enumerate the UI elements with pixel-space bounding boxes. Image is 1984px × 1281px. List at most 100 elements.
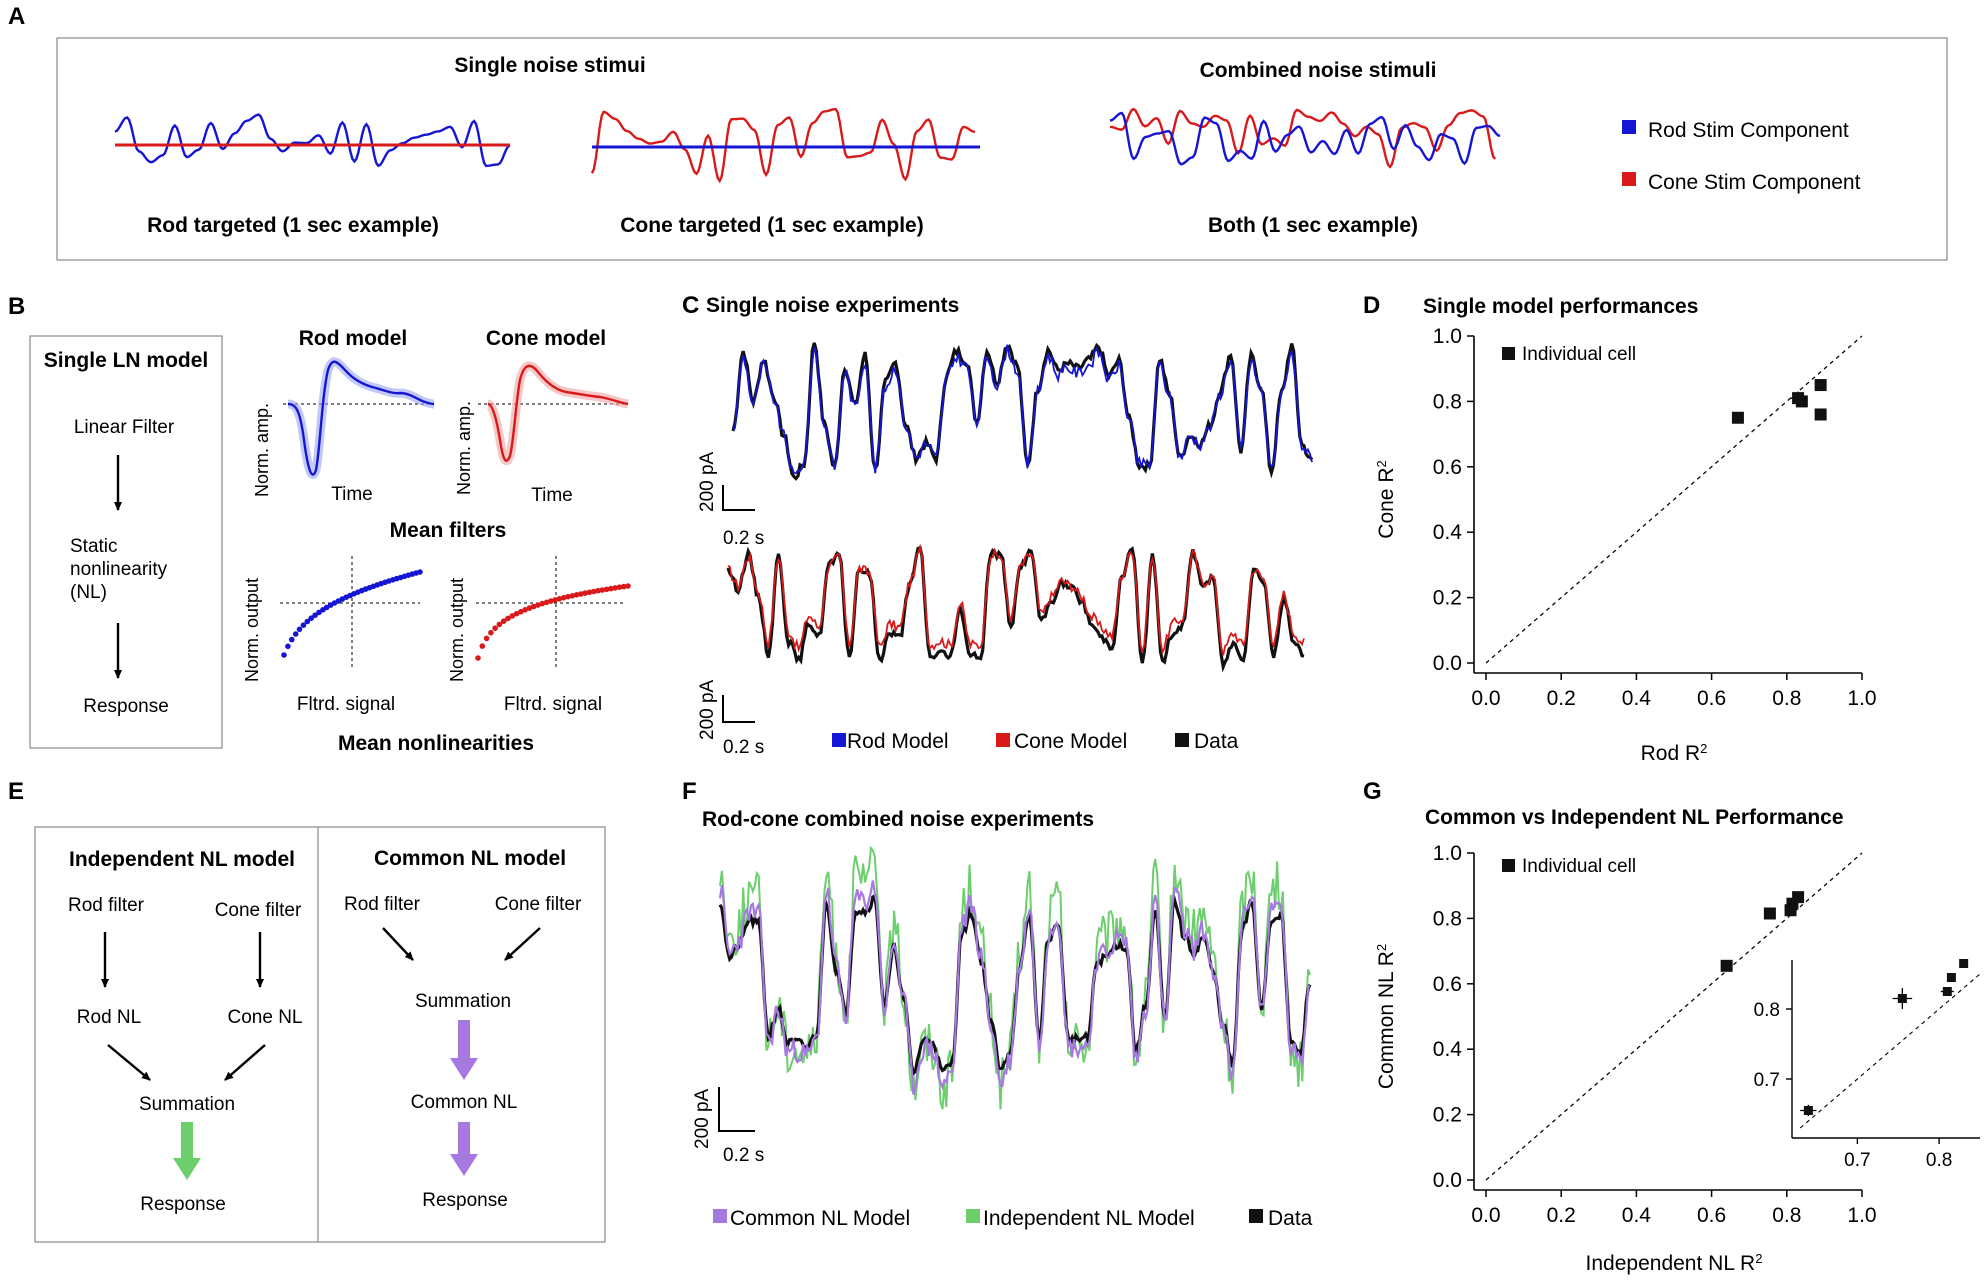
rod-stim-trace [114,113,511,168]
cone-nl-dot [612,585,618,591]
rod-scale-bar: 200 pA 0.2 s [697,451,764,549]
legend-cone-swatch [1622,172,1636,186]
both-stimulus [1109,107,1501,169]
rod-nl-dot [285,643,291,650]
cone-stim-trace [590,107,976,184]
cone-nl-dot [505,615,511,622]
panel-d-y-label-sup: 2 [1374,460,1389,467]
cone-norm-amp-label: Norm. amp. [454,401,474,495]
response-label: Response [83,696,169,717]
panel-g-y-label-sup: 2 [1374,944,1389,951]
panel-g-y-tick-label: 0.0 [1433,1169,1462,1192]
panel-g-chart: Common vs Independent NL Performance 0.0 0… [1374,806,1981,1275]
panel-d-point [1814,379,1827,392]
combined-data-trace [718,893,1312,1077]
independent-nl-trace [719,845,1311,1110]
com-common-nl: Common NL [411,1092,518,1113]
combined-scale-lines [718,1087,755,1132]
com-cone-filter: Cone filter [495,894,582,915]
ind-rod-nl: Rod NL [77,1007,141,1028]
panel-d-y-label: Cone R2 [1374,460,1399,538]
rod-scale-amp: 200 pA [697,451,718,512]
cone-nl-dot [625,583,631,589]
both-caption: Both (1 sec example) [1208,214,1418,237]
cone-nl-dot [552,597,558,603]
cone-nl-dot [586,589,593,596]
legend-common-swatch [713,1209,727,1223]
cone-nl-dot [560,594,567,601]
cone-nl-dot [483,635,490,642]
panel-label-d: D [1363,292,1380,319]
combined-scale-amp: 200 pA [692,1088,713,1149]
cone-nl-dot [578,591,584,597]
mean-nonlinearities-title: Mean nonlinearities [338,732,534,755]
ind-cone-nl: Cone NL [228,1007,303,1028]
panel-g-y-tick-label: 0.6 [1433,973,1462,996]
panel-g-x-tick-label: 1.0 [1847,1204,1876,1227]
cone-nl-dot [513,610,520,617]
rod-nl-dot [292,631,299,637]
com-purple-arrow-2 [450,1122,478,1176]
panel-label-g: G [1363,778,1382,805]
panel-g-x-tick-label: 0.8 [1772,1204,1801,1227]
rod-scale-lines [722,485,755,511]
panel-label-b: B [8,293,25,320]
rod-scale-time: 0.2 s [723,528,764,549]
rod-norm-output-label: Norm. output [242,578,262,682]
rod-nl-dot [304,618,311,625]
both-rod-trace [1109,111,1501,166]
panel-label-f: F [682,778,697,805]
panel-d-x-tick-label: 1.0 [1847,687,1876,710]
legend-rod-model: Rod Model [847,730,949,753]
cone-nl-dot [543,599,550,606]
combined-scale-time: 0.2 s [723,1145,764,1166]
cone-nl-dot [479,643,486,649]
panel-g-y-tick-label: 0.4 [1433,1038,1463,1061]
single-noise-title: Single noise stimui [454,54,645,77]
cone-nl-dot [595,587,601,594]
panel-d-point [1814,408,1827,421]
ind-arrow-rodnl-sum [107,1044,151,1081]
cone-model-trace [727,543,1305,656]
single-noise-experiments-title: Single noise experiments [706,294,959,317]
legend-rod-label: Rod Stim Component [1648,119,1849,142]
legend-cone-label: Cone Stim Component [1648,171,1861,194]
single-ln-box [29,335,223,749]
cone-nl-dot [535,602,541,608]
com-arrow-rod [382,927,414,961]
panel-label-e: E [8,778,24,805]
combined-noise-experiments-title: Rod-cone combined noise experiments [702,808,1094,831]
cone-targeted-stimulus [590,107,980,184]
panel-d-x-label-sup: 2 [1700,741,1707,756]
panel-label-c: C [682,292,699,319]
legend-rod-model-swatch [832,733,846,747]
rod-model-response-plot [731,342,1314,481]
panel-g-y-tick-label: 0.2 [1433,1104,1462,1127]
inset-point [1946,973,1956,982]
inset-y-tick-label: 0.7 [1754,1070,1780,1091]
rod-nl-dot [281,652,287,658]
cone-scale-bar: 200 pA 0.2 s [697,679,764,758]
cone-nl-dot [500,618,507,624]
cone-mean-nonlinearity [475,556,631,670]
legend-data-swatch [1175,733,1189,747]
panel-g-point [1763,907,1776,920]
panel-g-x-tick-label: 0.2 [1547,1204,1576,1227]
cone-time-label: Time [531,485,573,506]
common-nl-trace [718,880,1311,1096]
rod-nl-dot [312,612,318,618]
panel-d-x-tick-label: 0.2 [1547,687,1576,710]
panel-e-frame [34,826,606,1243]
com-summation: Summation [415,991,511,1012]
cone-nl-dot [509,613,516,619]
cone-mean-filter [478,361,629,466]
rod-model-title: Rod model [299,327,408,350]
cone-nl-points [475,583,631,661]
panel-g-y-label: Common NL R2 [1374,944,1399,1089]
rod-model-trace [732,344,1313,475]
static-nl-line2: nonlinearity [70,559,168,580]
legend-independent-swatch [966,1209,980,1223]
independent-nl-title: Independent NL model [69,848,295,871]
combined-response-plot [718,845,1312,1110]
inset-point [1959,959,1969,968]
